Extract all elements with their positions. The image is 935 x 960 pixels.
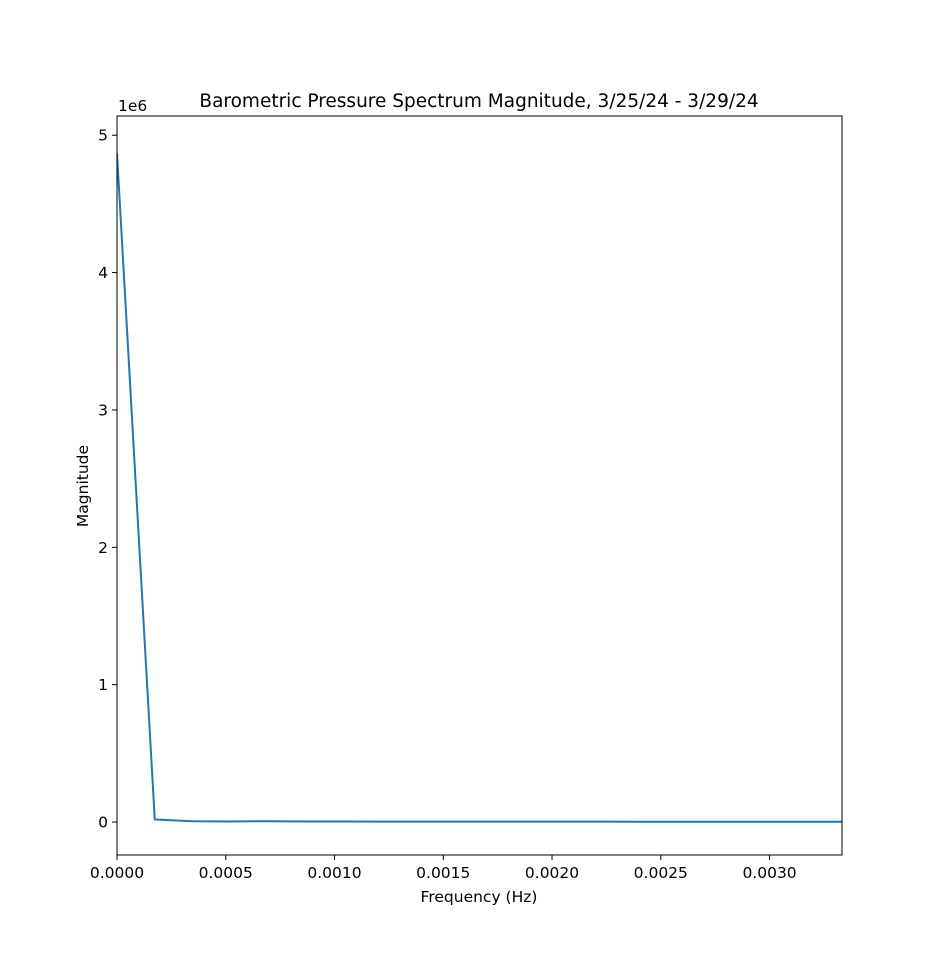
y-tick-label: 1 — [98, 676, 108, 694]
plot-area: 0.0000 0.0005 0.0010 0.0015 0.0020 0.0025 0.00… — [90, 115, 843, 882]
x-tick-label: 0.0025 — [634, 864, 688, 882]
y-tick-label: 2 — [98, 539, 108, 557]
series-line-0 — [117, 153, 842, 823]
x-tick-label: 0.0020 — [525, 864, 579, 882]
x-tick-label: 0.0000 — [90, 864, 144, 882]
y-tick-label: 5 — [98, 127, 108, 145]
x-tick-label: 0.0015 — [416, 864, 470, 882]
x-tick-label: 0.0005 — [199, 864, 253, 882]
y-tick-label: 3 — [98, 401, 108, 419]
chart-title: Barometric Pressure Spectrum Magnitude, … — [199, 91, 758, 112]
y-axis-offset-label: 1e6 — [118, 97, 147, 115]
y-axis-label: Magnitude — [74, 445, 92, 527]
plot-frame — [116, 115, 843, 856]
y-tick-label: 4 — [98, 264, 108, 282]
x-tick-label: 0.0030 — [742, 864, 796, 882]
x-axis-label: Frequency (Hz) — [421, 888, 538, 906]
y-tick-label: 0 — [98, 814, 108, 832]
x-tick-label: 0.0010 — [307, 864, 361, 882]
